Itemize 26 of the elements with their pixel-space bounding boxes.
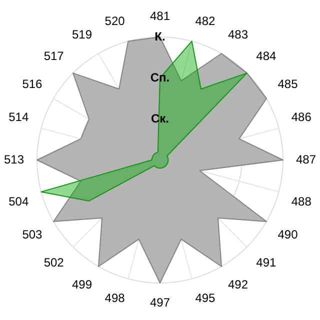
y-tick-label: К. <box>154 29 166 44</box>
spoke-label: 517 <box>44 48 64 63</box>
spoke-label: 483 <box>228 27 248 42</box>
spoke-label: 485 <box>278 77 298 92</box>
spoke-label: 495 <box>195 290 216 305</box>
spoke-label: 513 <box>4 152 24 166</box>
spoke-label: 486 <box>291 110 312 124</box>
spoke-label: 490 <box>278 228 298 242</box>
spoke-label: 520 <box>104 14 126 28</box>
spoke-label: 498 <box>104 290 126 305</box>
spoke-label: 488 <box>291 194 312 209</box>
spoke-label: 514 <box>8 110 29 124</box>
spoke-label: 487 <box>296 152 316 166</box>
spoke-label: 492 <box>228 277 248 292</box>
y-tick-label: Ск. <box>150 111 170 126</box>
spoke-label: 491 <box>256 256 276 270</box>
spoke-label: 502 <box>44 256 64 270</box>
spoke-label: 516 <box>22 77 43 92</box>
spoke-label: 519 <box>72 27 92 42</box>
spoke-label: 481 <box>150 9 170 24</box>
spoke-label: 504 <box>8 194 29 209</box>
spoke-label: 499 <box>72 277 92 292</box>
spoke-label: 482 <box>195 14 216 28</box>
spoke-label: 497 <box>150 295 170 310</box>
spoke-label: 484 <box>256 48 276 63</box>
spoke-label: 503 <box>22 228 43 242</box>
